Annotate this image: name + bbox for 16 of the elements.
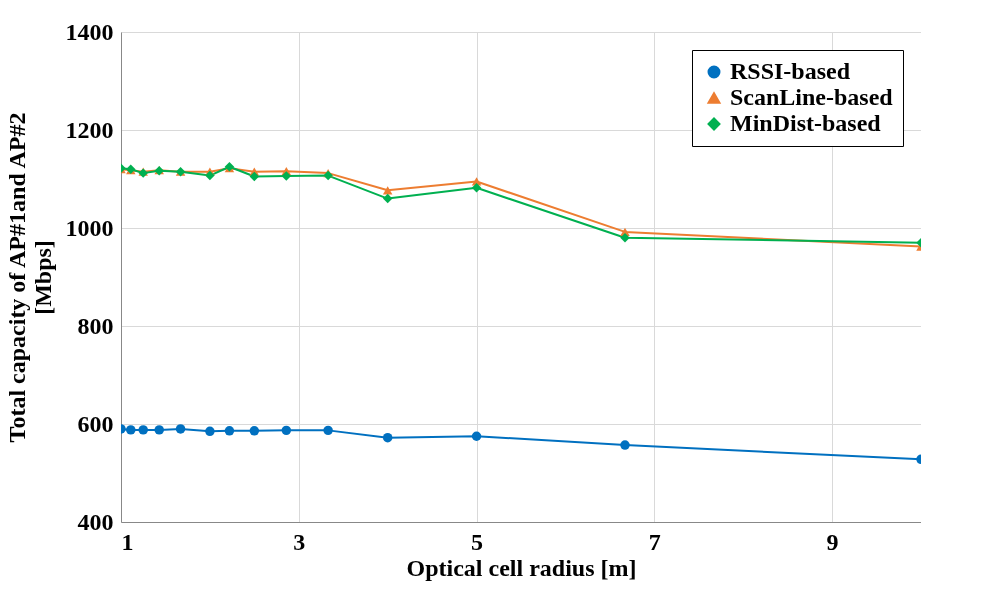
x-tick-label: 3 — [293, 528, 306, 555]
legend-label: MinDist-based — [730, 110, 882, 136]
y-tick-label: 1000 — [65, 214, 114, 241]
x-axis-title: Optical cell radius [m] — [406, 554, 637, 581]
y-axis-title: Total capacity of AP#1and AP#2 [Mbps] — [3, 112, 56, 443]
x-tick-label: 7 — [648, 528, 661, 555]
y-tick-label: 400 — [77, 508, 114, 535]
x-tick-label: 5 — [471, 528, 484, 555]
legend-label: ScanLine-based — [730, 84, 894, 110]
y-tick-label: 1200 — [65, 116, 114, 143]
x-tick-label: 9 — [826, 528, 839, 555]
x-tick-label: 1 — [121, 528, 134, 555]
y-tick-label: 800 — [77, 312, 114, 339]
legend-label: RSSI-based — [730, 58, 851, 84]
y-tick-label: 1400 — [65, 18, 114, 45]
y-tick-label: 600 — [77, 410, 114, 437]
